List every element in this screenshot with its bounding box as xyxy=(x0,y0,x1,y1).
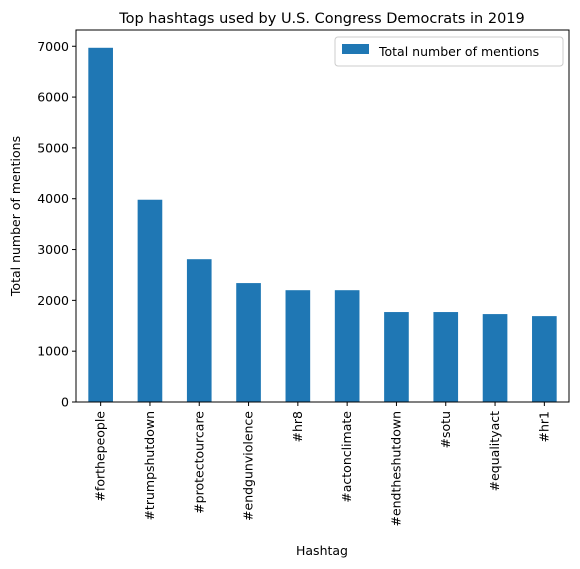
legend-swatch xyxy=(342,44,369,54)
bar-hr8 xyxy=(285,290,311,402)
x-tick-label: #equalityact xyxy=(487,411,502,491)
bar-endtheshutdown xyxy=(384,312,409,402)
x-tick-label: #actonclimate xyxy=(339,411,354,503)
y-tick-label: 2000 xyxy=(37,293,69,308)
y-tick-label: 7000 xyxy=(37,39,69,54)
y-tick-label: 6000 xyxy=(37,90,69,105)
plot-area: #forthepeople #trumpshutdown #protectourca… xyxy=(37,39,557,527)
x-tick-label: #hr8 xyxy=(290,411,305,443)
x-tick-label: #endtheshutdown xyxy=(388,411,403,527)
legend-entry: Total number of mentions xyxy=(378,44,539,59)
y-tick-label: 0 xyxy=(61,395,69,410)
bar-endgunviolence xyxy=(236,283,261,402)
plot-frame xyxy=(75,29,570,403)
y-tick-label: 4000 xyxy=(37,191,69,206)
bar-equalityact xyxy=(482,314,508,402)
bar-hr1 xyxy=(532,316,557,402)
bar-protectourcare xyxy=(186,259,212,402)
y-tick-label: 5000 xyxy=(37,140,69,155)
x-tick-label: #sotu xyxy=(438,411,453,448)
x-tick-label: #protectourcare xyxy=(191,411,206,514)
y-tick-label: 3000 xyxy=(37,242,69,257)
legend-frame xyxy=(334,36,564,67)
x-tick-label: #endgunviolence xyxy=(241,411,256,521)
x-axis-label: Hashtag xyxy=(296,543,348,558)
legend: Total number of mentions xyxy=(334,36,564,67)
x-tick-label: #trumpshutdown xyxy=(142,411,157,521)
bar-sotu xyxy=(433,312,459,402)
bar-actonclimate xyxy=(334,290,360,402)
x-tick-label: #forthepeople xyxy=(93,411,108,502)
y-axis-label: Total number of mentions xyxy=(8,136,23,297)
chart-title: Top hashtags used by U.S. Congress Democ… xyxy=(118,11,525,27)
y-tick-label: 1000 xyxy=(37,344,69,359)
x-tick-label: #hr1 xyxy=(536,411,551,443)
bar-forthepeople xyxy=(88,47,113,402)
bar-trumpshutdown xyxy=(137,199,163,402)
